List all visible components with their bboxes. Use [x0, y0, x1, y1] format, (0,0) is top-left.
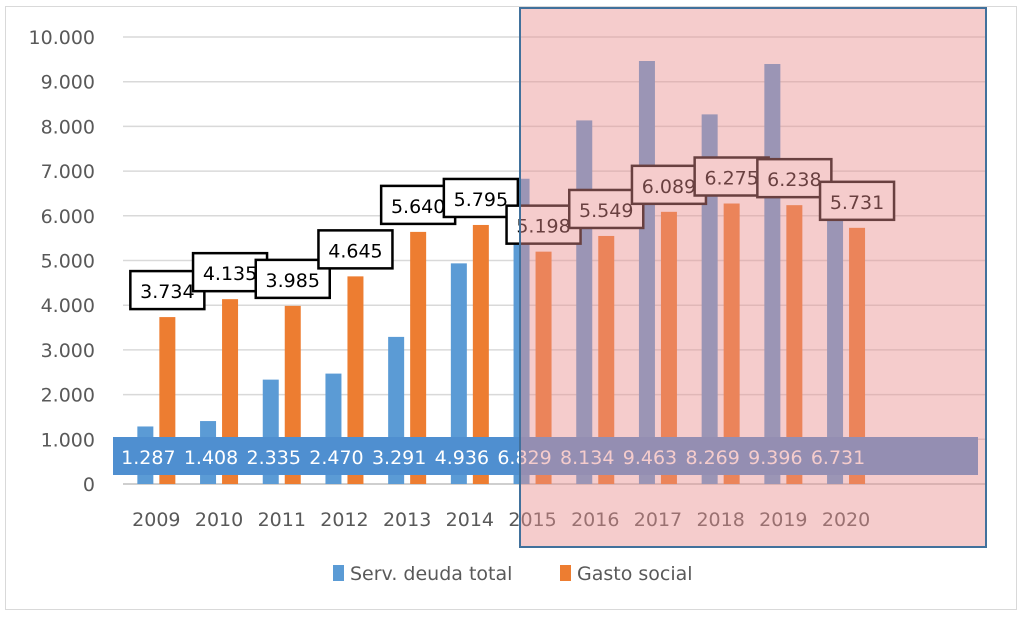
bar-gasto-social — [849, 227, 866, 485]
data-label-gasto-social-box: 4.645 — [317, 229, 394, 270]
y-tick-label: 5.000 — [41, 251, 95, 273]
bar-gasto-social — [786, 205, 803, 484]
legend-swatch-gasto-social — [560, 565, 571, 581]
data-label-gasto-social: 4.645 — [328, 240, 382, 262]
y-tick-label: 1.000 — [41, 429, 95, 451]
x-tick-label: 2018 — [696, 509, 744, 531]
y-tick-label: 8.000 — [41, 116, 95, 138]
label-box — [568, 188, 645, 230]
y-tick-label: 3.000 — [41, 340, 95, 362]
y-tick-label: 9.000 — [41, 72, 95, 94]
data-label-serv-deuda: 6.829 — [497, 447, 551, 469]
data-label-gasto-social: 5.795 — [454, 189, 508, 211]
x-tick-label: 2016 — [571, 509, 619, 531]
data-label-gasto-social: 6.275 — [704, 168, 758, 190]
legend-label-gasto-social: Gasto social — [577, 563, 693, 585]
data-label-gasto-social: 5.640 — [391, 196, 445, 218]
data-label-gasto-social: 5.731 — [830, 192, 884, 214]
data-label-serv-deuda: 9.463 — [623, 447, 677, 469]
bar-gasto-social — [535, 251, 552, 484]
bar-gasto-social — [347, 276, 364, 484]
label-box — [317, 229, 394, 270]
data-label-serv-deuda: 8.134 — [560, 447, 614, 469]
data-label-serv-deuda: 9.396 — [748, 447, 802, 469]
data-label-gasto-social: 5.549 — [579, 200, 633, 222]
data-label-gasto-social: 6.089 — [642, 176, 696, 198]
x-tick-label: 2020 — [822, 509, 870, 531]
data-label-serv-deuda: 1.408 — [184, 447, 238, 469]
y-tick-label: 7.000 — [41, 161, 95, 183]
y-tick-label: 10.000 — [29, 27, 95, 49]
data-label-serv-deuda: 1.287 — [121, 447, 175, 469]
label-box — [818, 180, 896, 222]
bar-gasto-social — [410, 231, 427, 484]
data-label-gasto-social: 4.135 — [203, 263, 257, 285]
data-label-gasto-social: 3.734 — [140, 281, 194, 303]
data-label-serv-deuda: 3.291 — [372, 447, 426, 469]
x-tick-label: 2019 — [759, 509, 807, 531]
highlight-region — [519, 7, 987, 548]
data-label-gasto-social-box: 3.985 — [254, 258, 331, 300]
y-tick-label: 2.000 — [41, 385, 95, 407]
bar-serv-deuda — [513, 178, 530, 484]
data-label-gasto-social: 3.985 — [266, 270, 320, 292]
bar-gasto-social — [723, 203, 740, 484]
data-label-serv-deuda: 8.269 — [685, 447, 739, 469]
x-tick-label: 2014 — [446, 509, 494, 531]
bar-gasto-social — [598, 235, 615, 484]
x-tick-label: 2012 — [320, 509, 368, 531]
data-label-serv-deuda: 4.936 — [435, 447, 489, 469]
data-label-serv-deuda: 6.731 — [811, 447, 865, 469]
legend-label-serv-deuda: Serv. deuda total — [350, 563, 512, 585]
x-tick-label: 2009 — [132, 509, 180, 531]
y-tick-label: 0 — [83, 474, 95, 496]
x-tick-label: 2013 — [383, 509, 431, 531]
chart-frame — [5, 6, 1017, 610]
y-tick-label: 4.000 — [41, 295, 95, 317]
bar-gasto-social — [472, 224, 489, 484]
serv-deuda-label-band — [113, 437, 978, 475]
data-label-serv-deuda: 2.335 — [247, 447, 301, 469]
data-label-gasto-social-box: 5.731 — [818, 180, 896, 222]
data-label-serv-deuda: 2.470 — [309, 447, 363, 469]
x-tick-label: 2010 — [195, 509, 243, 531]
y-tick-label: 6.000 — [41, 206, 95, 228]
data-label-gasto-social-box: 5.549 — [568, 188, 645, 230]
bar-serv-deuda — [701, 114, 718, 484]
x-tick-label: 2011 — [258, 509, 306, 531]
data-label-gasto-social: 5.198 — [516, 216, 570, 238]
data-label-gasto-social: 6.238 — [767, 169, 821, 191]
legend-swatch-serv-deuda — [333, 565, 344, 581]
x-tick-label: 2017 — [634, 509, 682, 531]
bar-serv-deuda — [827, 183, 844, 484]
bar-gasto-social — [660, 211, 677, 484]
bar-serv-deuda — [450, 263, 467, 484]
